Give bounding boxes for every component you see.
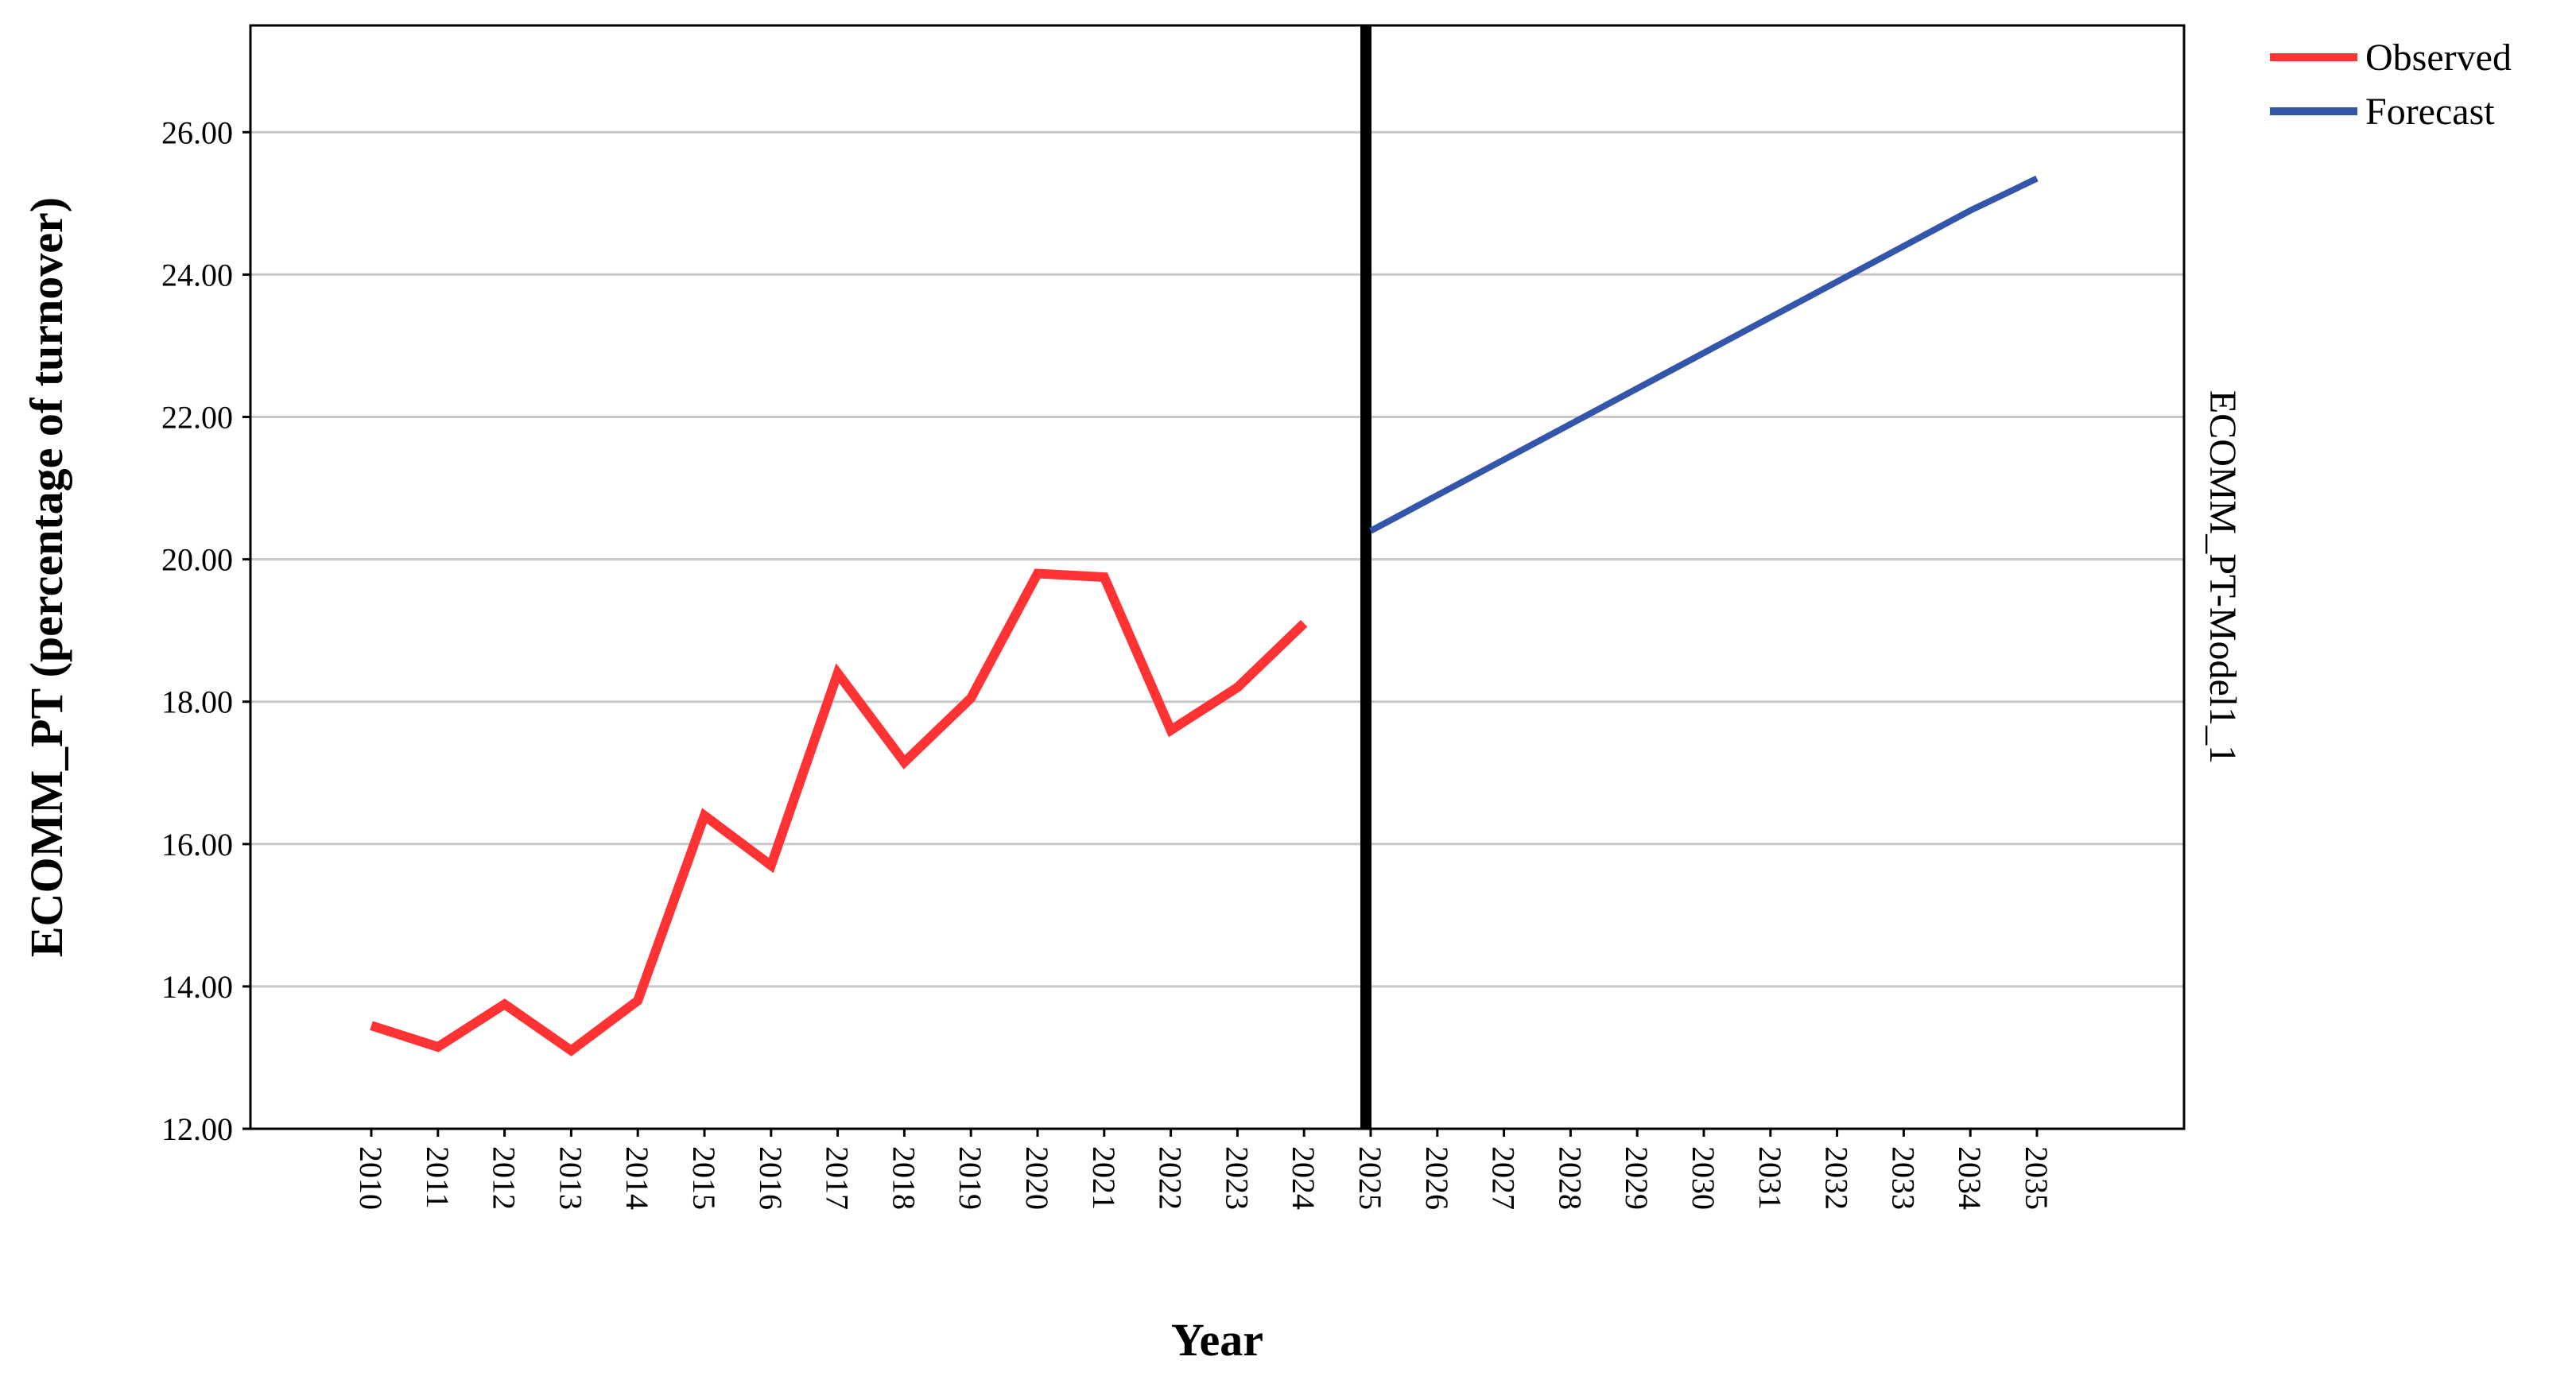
data-point-observed	[504, 1003, 506, 1005]
data-point-observed	[837, 672, 839, 674]
data-point-forecast	[1503, 459, 1505, 460]
data-point-observed	[437, 1046, 439, 1048]
y-tick-label: 14.00	[161, 969, 233, 1005]
data-point-forecast	[1770, 316, 1771, 318]
data-point-observed	[637, 1000, 638, 1002]
y-axis-ticks: 12.00 14.00 16.00 18.00 20.00 22.00 24.00 26.00	[161, 114, 250, 1147]
data-point-forecast	[1969, 210, 1971, 211]
data-point-observed	[704, 815, 705, 816]
data-point-observed	[1303, 622, 1305, 624]
series-line-observed	[370, 568, 1308, 1056]
y-tick-label: 26.00	[161, 114, 233, 150]
x-tick-label: 2012	[487, 1146, 522, 1210]
x-tick-label: 2021	[1086, 1146, 1122, 1210]
x-tick-label: 2024	[1286, 1146, 1321, 1210]
x-axis-title: Year	[1171, 1314, 1263, 1366]
plot-frame	[249, 24, 2186, 1130]
x-tick-label: 2034	[1952, 1146, 1988, 1210]
x-tick-label: 2029	[1619, 1146, 1655, 1210]
legend-label-observed: Observed	[2365, 37, 2512, 79]
x-tick-label: 2019	[952, 1146, 988, 1210]
y-axis-title: ECOMM_PT (percentage of turnover)	[21, 197, 72, 957]
x-tick-label: 2030	[1686, 1146, 1721, 1210]
x-axis-ticks: 2010 2011 2012 2013 2014 2015 2016 2017 2018 2019…	[353, 1129, 2054, 1210]
legend: Observed Forecast	[2270, 37, 2512, 133]
x-tick-label: 2025	[1352, 1146, 1388, 1210]
x-tick-label: 2026	[1419, 1146, 1455, 1210]
x-tick-label: 2035	[2019, 1146, 2054, 1210]
x-tick-label: 2022	[1153, 1146, 1189, 1210]
data-point-observed	[370, 1025, 372, 1026]
model-side-label: ECOMM_PT-Model1_1	[2202, 390, 2244, 764]
data-point-forecast	[1437, 494, 1438, 496]
data-point-forecast	[1703, 352, 1705, 354]
data-point-observed	[1104, 576, 1105, 578]
x-tick-label: 2014	[619, 1146, 655, 1210]
y-tick-label: 20.00	[161, 542, 233, 578]
x-tick-label: 2031	[1752, 1146, 1788, 1210]
data-point-observed	[570, 1049, 572, 1051]
data-point-observed	[903, 762, 905, 763]
data-point-observed	[770, 865, 772, 866]
x-tick-label: 2027	[1486, 1146, 1522, 1210]
x-tick-label: 2028	[1552, 1146, 1588, 1210]
data-point-forecast	[1569, 423, 1571, 424]
x-tick-label: 2032	[1819, 1146, 1855, 1210]
plot-area	[250, 25, 2184, 1129]
data-point-forecast	[1837, 281, 1838, 282]
data-point-observed	[970, 697, 972, 699]
y-tick-label: 18.00	[161, 684, 233, 720]
data-point-observed	[1037, 573, 1038, 575]
data-point-forecast	[1370, 530, 1371, 532]
y-tick-label: 22.00	[161, 400, 233, 436]
y-tick-label: 12.00	[161, 1111, 233, 1147]
data-point-forecast	[1903, 246, 1904, 247]
data-point-observed	[1236, 687, 1238, 688]
legend-label-forecast: Forecast	[2365, 91, 2495, 133]
x-tick-label: 2013	[553, 1146, 588, 1210]
x-tick-label: 2018	[886, 1146, 921, 1210]
data-point-forecast	[2036, 178, 2038, 180]
y-tick-label: 16.00	[161, 827, 233, 862]
x-tick-label: 2010	[353, 1146, 389, 1210]
series-lines	[370, 175, 2039, 1056]
x-tick-label: 2033	[1885, 1146, 1921, 1210]
x-tick-label: 2016	[753, 1146, 789, 1210]
x-tick-label: 2015	[686, 1146, 722, 1210]
x-tick-label: 2011	[420, 1146, 456, 1209]
data-point-forecast	[1636, 388, 1638, 390]
x-tick-label: 2017	[820, 1146, 855, 1210]
y-tick-label: 24.00	[161, 257, 233, 293]
x-tick-label: 2023	[1219, 1146, 1255, 1210]
series-line-forecast	[1369, 175, 2039, 534]
x-tick-label: 2020	[1019, 1146, 1055, 1210]
data-point-observed	[1170, 730, 1172, 731]
